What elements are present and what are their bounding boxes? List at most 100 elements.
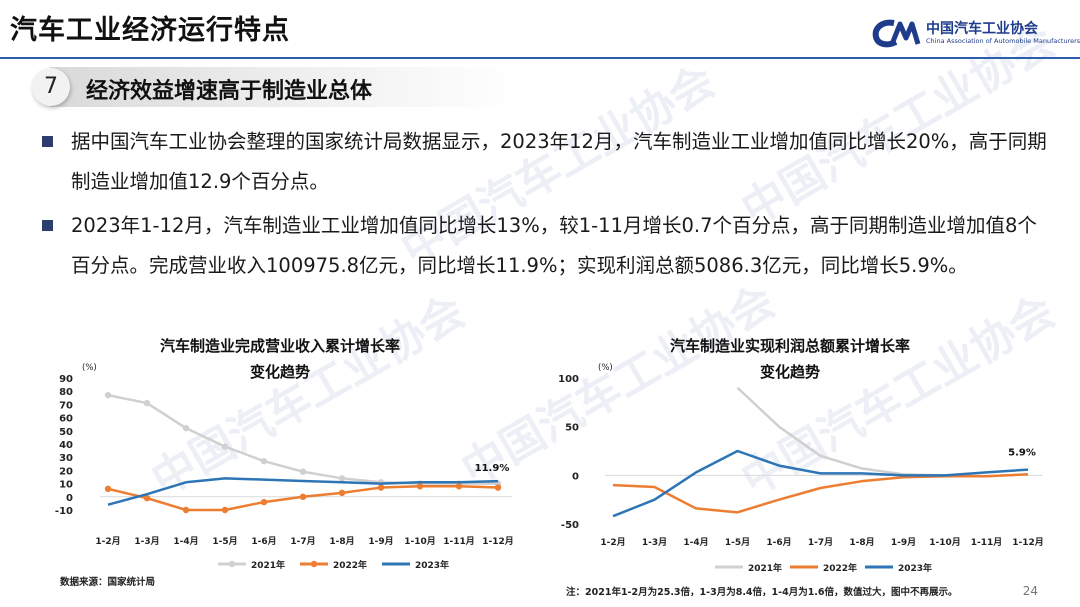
section-number: 7 [32, 68, 70, 106]
y-tick-label: -50 [561, 520, 579, 531]
data-point [260, 498, 268, 506]
profit-growth-chart: (%) -50 0 50 100 1-2月 1-3月 1-4月 1-5月 1-6月 1-7月 1-8月… [558, 363, 1044, 574]
y-unit-label: (%) [598, 363, 613, 373]
caam-logo: 中国汽车工业协会 China Association of Automobile… [872, 18, 1080, 50]
chart-title-line: 变化趋势 [249, 363, 310, 381]
data-point [338, 489, 346, 497]
x-tick-label: 1-10月 [404, 536, 436, 547]
data-point [104, 391, 112, 399]
data-point [143, 494, 151, 502]
square-bullet-icon [42, 136, 53, 147]
y-tick-label: 30 [59, 453, 73, 464]
legend-label: 2021年 [748, 562, 782, 574]
legend-label: 2023年 [898, 562, 932, 574]
header-divider [0, 57, 1080, 59]
x-tick-label: 1-2月 [600, 537, 625, 548]
y-tick-label: 80 [59, 387, 73, 398]
y-tick-label: 70 [59, 400, 73, 411]
data-point [455, 483, 463, 490]
data-point [299, 493, 307, 500]
legend-label: 2021年 [251, 559, 285, 571]
data-point [104, 485, 112, 493]
chart-title-line: 汽车制造业完成营业收入累计增长率 [159, 337, 400, 355]
page-title: 汽车工业经济运行特点 [10, 15, 290, 46]
chart-title-line: 汽车制造业实现利润总额累计增长率 [669, 337, 910, 355]
legend-marker [310, 560, 318, 568]
y-tick-label: 50 [59, 427, 73, 438]
x-tick-label: 1-11月 [971, 537, 1003, 548]
data-point [221, 443, 229, 450]
data-point [416, 483, 424, 490]
series-line-2022年 [612, 473, 1029, 514]
x-tick-label: 1-9月 [891, 537, 916, 548]
data-point [338, 475, 346, 482]
series-line-2023年 [107, 477, 499, 506]
bullet-item: 2023年1-12月，汽车制造业工业增加值同比增长13%，较1-11月增长0.7… [40, 206, 1050, 286]
x-tick-label: 1-8月 [849, 537, 874, 548]
section-band [50, 67, 520, 107]
data-label-latest: 11.9% [475, 463, 510, 474]
x-tick-label: 1-3月 [134, 536, 159, 547]
x-tick-label: 1-3月 [642, 537, 667, 548]
x-tick-label: 1-7月 [808, 537, 833, 548]
data-point [260, 457, 268, 465]
chart-title-revenue: 汽车制造业完成营业收入累计增长率 变化趋势 [60, 333, 500, 385]
data-point [494, 484, 502, 491]
series-line-2021年 [736, 386, 1029, 478]
data-source: 数据来源：国家统计局 [60, 577, 156, 588]
x-tick-label: 1-11月 [443, 536, 475, 547]
y-tick-label: 90 [59, 374, 73, 385]
x-tick-label: 1-12月 [482, 536, 514, 547]
x-tick-label: 1-12月 [1012, 537, 1044, 548]
x-tick-label: 1-7月 [290, 536, 315, 547]
chart-note: 注：2021年1-2月为25.3倍，1-3月为8.4倍，1-4月为1.6倍，数值… [566, 587, 958, 598]
x-tick-label: 1-8月 [329, 536, 354, 547]
x-tick-label: 1-6月 [766, 537, 791, 548]
x-tick-label: 1-2月 [95, 536, 120, 547]
legend-label: 2022年 [333, 559, 367, 571]
y-tick-label: 10 [59, 480, 73, 491]
header: 汽车工业经济运行特点 中国汽车工业协会 China Association of… [0, 0, 1080, 58]
legend-label: 2022年 [823, 562, 857, 574]
data-point [377, 484, 385, 491]
caam-logo-icon [872, 19, 921, 48]
bullet-item: 据中国汽车工业协会整理的国家统计局数据显示，2023年12月，汽车制造业工业增加… [40, 122, 1050, 202]
data-point [143, 399, 151, 407]
chart-title-line: 变化趋势 [759, 363, 820, 381]
x-tick-label: 1-5月 [725, 537, 750, 548]
x-tick-label: 1-6月 [251, 536, 276, 547]
y-tick-label: 50 [565, 423, 579, 434]
x-tick-label: 1-4月 [683, 537, 708, 548]
y-unit-label: (%) [82, 363, 97, 373]
y-tick-label: 40 [59, 440, 73, 451]
bullet-text: 据中国汽车工业协会整理的国家统计局数据显示，2023年12月，汽车制造业工业增加… [71, 130, 1047, 193]
data-point [182, 424, 190, 432]
bullet-list: 据中国汽车工业协会整理的国家统计局数据显示，2023年12月，汽车制造业工业增加… [40, 122, 1050, 290]
x-tick-label: 1-4月 [173, 536, 198, 547]
logo-text-cn: 中国汽车工业协会 [926, 21, 1038, 37]
logo-text-en: China Association of Automobile Manufact… [926, 37, 1080, 45]
bullet-text: 2023年1-12月，汽车制造业工业增加值同比增长13%，较1-11月增长0.7… [71, 214, 1037, 277]
chart-title-profit: 汽车制造业实现利润总额累计增长率 变化趋势 [560, 333, 1020, 385]
section-title: 经济效益增速高于制造业总体 [86, 79, 373, 104]
page-number: 24 [1022, 584, 1038, 598]
legend-label: 2023年 [415, 559, 449, 571]
y-tick-label: 0 [66, 493, 73, 504]
square-bullet-icon [42, 220, 53, 231]
data-point [221, 506, 229, 514]
data-point [299, 468, 307, 475]
y-tick-label: 100 [558, 374, 579, 385]
y-tick-label: 60 [59, 414, 73, 425]
y-tick-label: 0 [572, 471, 579, 482]
section-heading: 7 经济效益增速高于制造业总体 [20, 64, 680, 110]
revenue-growth-chart: (%) -10 0 10 20 30 40 50 60 70 80 90 1-2月 1-3月 1-4月 1-5… [55, 363, 514, 571]
series-line-2023年 [612, 449, 1029, 518]
y-tick-label: 20 [59, 466, 73, 477]
data-point [182, 506, 190, 514]
legend-marker [228, 560, 236, 568]
data-label-latest: 5.9% [1008, 448, 1036, 459]
x-tick-label: 1-10月 [929, 537, 961, 548]
y-tick-label: -10 [55, 506, 73, 517]
x-tick-label: 1-9月 [368, 536, 393, 547]
x-tick-label: 1-5月 [212, 536, 237, 547]
